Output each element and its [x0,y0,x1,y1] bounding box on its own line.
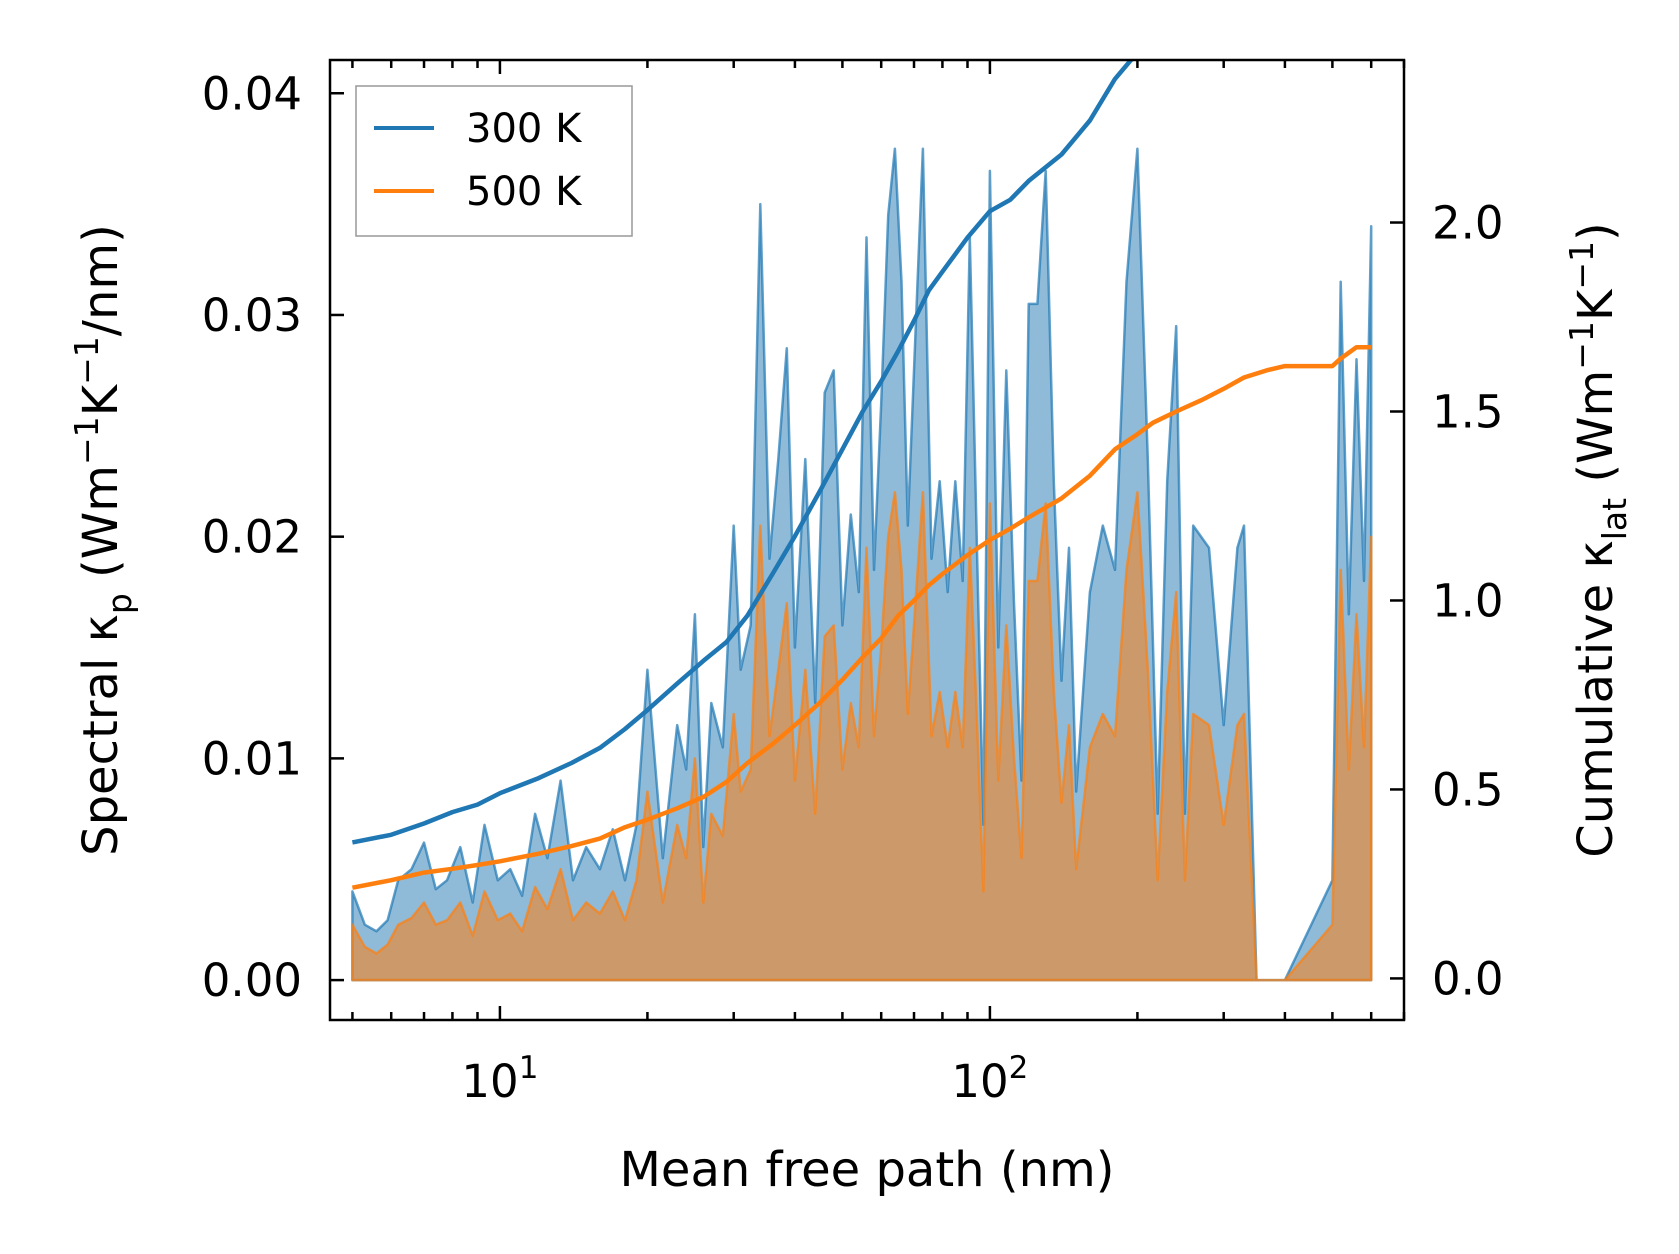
legend-box [355,85,633,237]
y-left-tick-label: 0.03 [202,289,302,342]
plot-frame [328,58,1406,1022]
ticks-layer: 0.00 0.01 0.02 0.03 0.04 0.0 0.5 1.0 1.5 2.0 [202,60,1504,1020]
cumulative-line-500k [351,344,1372,890]
y-axis-title-left: Spectral κp (Wm−1K−1/nm) [67,224,139,856]
x-tick-label: 101 [461,1050,538,1108]
legend: 300 K 500 K [355,85,633,237]
x-tick-label: 102 [951,1050,1028,1108]
y-left-tick-label: 0.01 [202,732,302,785]
legend-label-300k: 300 K [466,106,583,152]
y-axis-title-right: Cumulative κlat (Wm−1K−1) [1562,222,1634,858]
y-right-tick-label: 0.5 [1432,763,1504,816]
legend-label-500k: 500 K [466,169,583,215]
y-left-tick-label: 0.02 [202,511,302,564]
y-right-tick-label: 0.0 [1432,952,1504,1005]
y-left-tick-label: 0.00 [202,954,302,1007]
cumulative-line-300k [351,60,1134,845]
y-left-tick-label: 0.04 [202,67,302,120]
y-right-tick-label: 1.0 [1432,574,1504,627]
y-right-tick-label: 2.0 [1432,197,1504,250]
y-right-tick-label: 1.5 [1432,385,1504,438]
spectral-area-500k [351,491,1373,982]
x-axis-title: Mean free path (nm) [620,1142,1115,1198]
data-layer [351,60,1373,982]
